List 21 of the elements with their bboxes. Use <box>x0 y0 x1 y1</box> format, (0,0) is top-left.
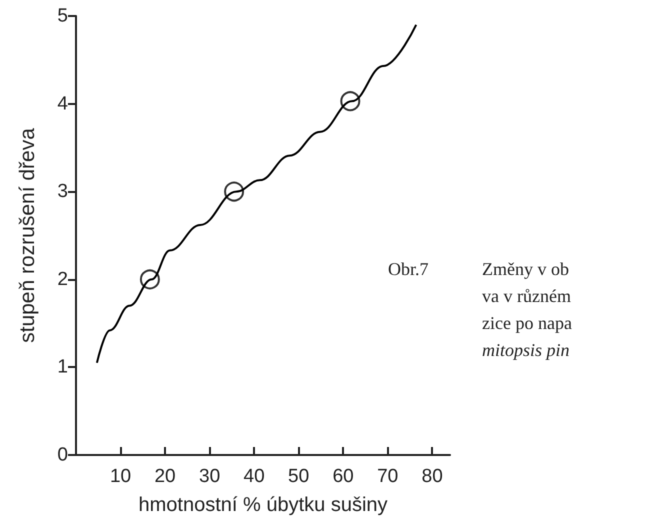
x-tick-label: 40 <box>244 466 265 487</box>
text: mitopsis pin <box>482 340 570 360</box>
x-tick-label: 50 <box>288 466 310 487</box>
x-tick-label: 30 <box>199 466 220 487</box>
y-tick-label: 4 <box>57 93 68 114</box>
y-tick-label: 0 <box>57 444 68 466</box>
text: va v různém <box>482 286 571 306</box>
y-tick-label: 1 <box>57 356 68 378</box>
x-tick-label: 60 <box>332 466 354 487</box>
text: Změny v ob <box>482 259 569 279</box>
x-tick-label: 70 <box>377 466 398 487</box>
x-tick-label: 20 <box>154 466 176 487</box>
x-axis-title: hmotnostní % úbytku sušiny <box>138 494 388 516</box>
x-tick-label: 80 <box>422 466 443 487</box>
y-tick-label: 3 <box>57 181 68 202</box>
annotation: Obr.7 <box>388 259 428 279</box>
x-tick-label: 10 <box>110 466 132 487</box>
y-tick-label: 2 <box>57 268 68 290</box>
y-axis-title: stupeň rozrušení dřeva <box>16 128 39 343</box>
text: zice po napa <box>482 313 572 333</box>
y-tick-label: 5 <box>57 6 68 26</box>
